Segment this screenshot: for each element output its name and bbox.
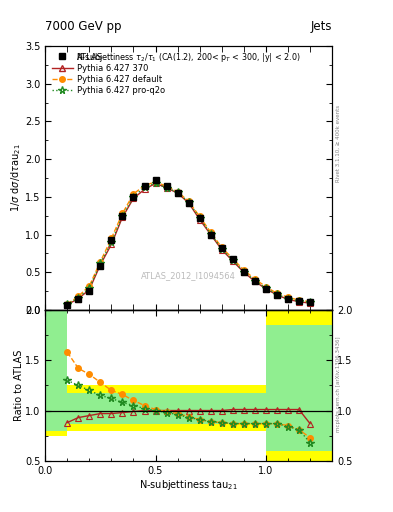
Text: N-subjettiness $\tau_2$/$\tau_1$ (CA(1.2), 200< p$_T$ < 300, |y| < 2.0): N-subjettiness $\tau_2$/$\tau_1$ (CA(1.2…: [76, 51, 301, 65]
Y-axis label: 1/$\sigma$ d$\sigma$/d$\tau$au$_{21}$: 1/$\sigma$ d$\sigma$/d$\tau$au$_{21}$: [10, 144, 24, 212]
Text: Jets: Jets: [310, 20, 332, 33]
Text: 7000 GeV pp: 7000 GeV pp: [45, 20, 122, 33]
Text: ATLAS_2012_I1094564: ATLAS_2012_I1094564: [141, 271, 236, 280]
Legend: ATLAS, Pythia 6.427 370, Pythia 6.427 default, Pythia 6.427 pro-q2o: ATLAS, Pythia 6.427 370, Pythia 6.427 de…: [50, 50, 167, 97]
Text: mcplots.cern.ch [arXiv:1306.3436]: mcplots.cern.ch [arXiv:1306.3436]: [336, 336, 341, 432]
Text: Rivet 3.1.10, ≥ 400k events: Rivet 3.1.10, ≥ 400k events: [336, 105, 341, 182]
X-axis label: N-subjettiness tau$_{21}$: N-subjettiness tau$_{21}$: [139, 478, 238, 493]
Y-axis label: Ratio to ATLAS: Ratio to ATLAS: [14, 350, 24, 421]
